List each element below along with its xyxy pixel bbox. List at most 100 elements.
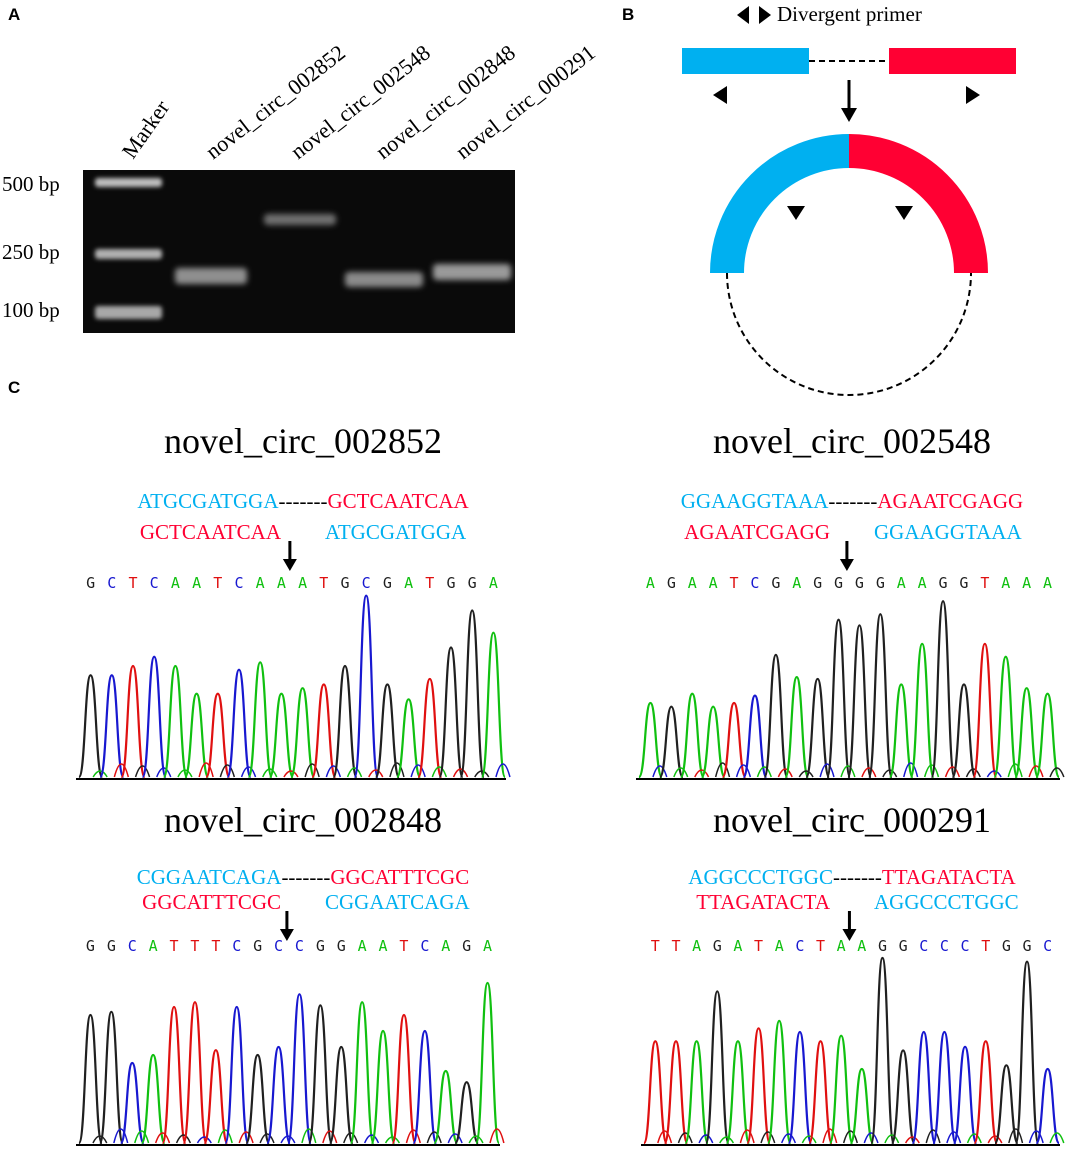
lane-label-marker: Marker [117,95,175,163]
base-call: A [792,574,801,592]
trace-noise [92,1135,108,1144]
trace-peak [182,1001,208,1145]
trace-noise [219,764,236,778]
trace-noise [343,1132,359,1144]
trace-noise [489,1128,505,1144]
base-call: C [420,937,429,955]
trace-noise [431,766,448,778]
lane-label-002848: novel_circ_002848 [371,40,520,164]
trace-peak [349,1001,375,1145]
trace-peak [700,705,726,779]
trace-peak [1035,1067,1061,1145]
trace-noise [966,1133,982,1144]
trace-noise [822,1128,838,1144]
trace-peak [890,1049,916,1145]
trace-peak [307,1004,333,1145]
base-call: C [128,937,137,955]
trace-noise [217,1129,233,1144]
trace-title: novel_circ_000291 [713,800,991,840]
trace-noise [196,1136,212,1144]
base-call: A [688,574,697,592]
trace-noise [801,1135,817,1144]
trace-noise [698,1134,714,1144]
trace-noise [677,1132,693,1144]
trace-noise [1028,1130,1044,1144]
junction-sequence-back-left: GCTCAATCAA [140,520,282,544]
base-call: A [256,574,265,592]
size-label-500: 500 bp [2,172,60,196]
primer-left-icon [737,6,749,24]
trace-peak [972,642,998,779]
trace-peak [370,1029,396,1145]
trace-noise [946,1131,962,1144]
base-call: A [358,937,367,955]
trace-noise [384,1136,401,1144]
trace-peak [183,692,210,779]
primer-right-icon [759,6,771,24]
trace-peak [433,1069,459,1145]
base-call: G [446,574,455,592]
trace-noise [673,767,689,778]
base-call: G [86,937,95,955]
trace-noise [986,770,1002,778]
base-call: G [86,574,95,592]
base-call: G [1023,937,1032,955]
base-call: A [277,574,286,592]
trace-noise [840,765,856,778]
trace-peak [870,956,895,1145]
base-call: T [128,574,137,592]
trace-noise [346,767,363,778]
trace-peak [120,664,146,779]
base-call: T [211,937,220,955]
base-call: A [404,574,413,592]
junction-sequence-linear: ATGCGATGGA-------GCTCAATCAA [137,489,469,513]
trace-noise [798,770,814,778]
junction-arrow-icon [842,929,857,941]
trace-noise [156,767,172,778]
trace-noise [134,765,151,778]
trace-peak [642,1040,668,1145]
trace-noise [259,1133,275,1144]
base-call: G [383,574,392,592]
base-call: T [754,937,763,955]
base-call: G [337,937,346,955]
trace-peak [784,675,810,779]
trace-peak [245,1053,271,1145]
base-call: G [855,574,864,592]
trace-peak [141,655,167,779]
trace-peak [99,674,125,779]
base-call: C [750,574,759,592]
trace-noise [1028,765,1044,778]
trace-noise [882,769,898,778]
trace-peak [663,1040,689,1145]
base-call: G [876,574,885,592]
base-call: T [981,937,990,955]
base-call: C [107,574,116,592]
trace-peak [658,705,684,779]
trace-noise [113,763,130,778]
base-call: C [961,937,970,955]
base-call: A [1001,574,1010,592]
trace-peak [98,1010,124,1145]
primer-forward-linear [966,86,980,104]
trace-peak [846,624,873,779]
trace-noise [92,770,108,778]
exon-left-linear [682,48,809,74]
trace-noise [468,1135,484,1144]
trace-peak [849,1067,875,1145]
base-call: A [918,574,927,592]
trace-noise [819,763,835,778]
base-call: C [295,937,304,955]
base-call: C [362,574,371,592]
trace-peak [909,642,935,779]
trace-noise [657,1130,673,1144]
marker-band-250 [95,249,162,259]
size-label-100: 100 bp [2,298,60,322]
legend-label: Divergent primer [777,2,922,26]
base-call: G [107,937,116,955]
base-call: C [919,937,928,955]
base-call: G [462,937,471,955]
trace-peak [374,683,401,779]
trace-noise [410,764,426,778]
base-call: A [1043,574,1052,592]
